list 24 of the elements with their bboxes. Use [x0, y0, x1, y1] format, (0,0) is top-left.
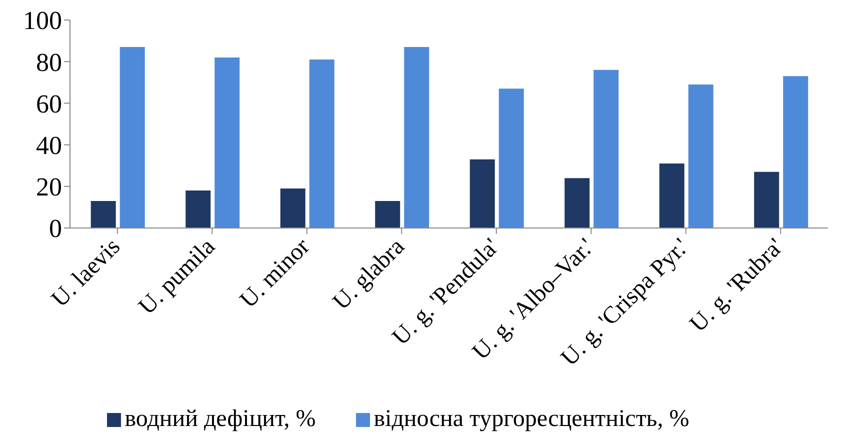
- bar: [470, 159, 495, 228]
- bar: [404, 47, 430, 228]
- bar: [375, 200, 400, 228]
- y-tick-label: 20: [36, 172, 62, 202]
- bar: [186, 190, 211, 228]
- y-tick-label: 60: [36, 89, 62, 118]
- bar: [309, 60, 334, 228]
- y-tick-label: 80: [36, 48, 62, 77]
- bar: [688, 84, 714, 228]
- y-tick-label: 40: [36, 131, 62, 160]
- y-tick-label: 0: [49, 214, 62, 244]
- bar: [120, 47, 145, 228]
- bar: [564, 178, 590, 228]
- bar: [754, 172, 780, 228]
- legend-label: водний дефіцит, %: [124, 406, 316, 432]
- y-tick-label: 100: [23, 6, 62, 36]
- bar: [659, 164, 684, 228]
- bar: [280, 188, 306, 228]
- bar: [594, 70, 619, 228]
- legend-label: відносна тургоресцентність, %: [374, 406, 690, 432]
- bar: [214, 57, 240, 228]
- bar: [498, 88, 524, 228]
- bar: [783, 76, 808, 228]
- bar: [90, 200, 116, 228]
